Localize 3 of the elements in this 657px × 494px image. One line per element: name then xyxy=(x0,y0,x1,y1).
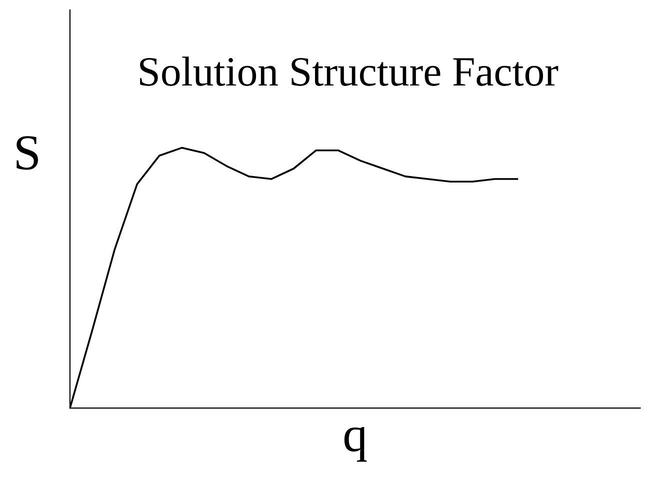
chart-title: Solution Structure Factor xyxy=(140,56,558,86)
y-axis-title: S xyxy=(16,136,38,170)
x-axis-title: q xyxy=(344,427,367,462)
